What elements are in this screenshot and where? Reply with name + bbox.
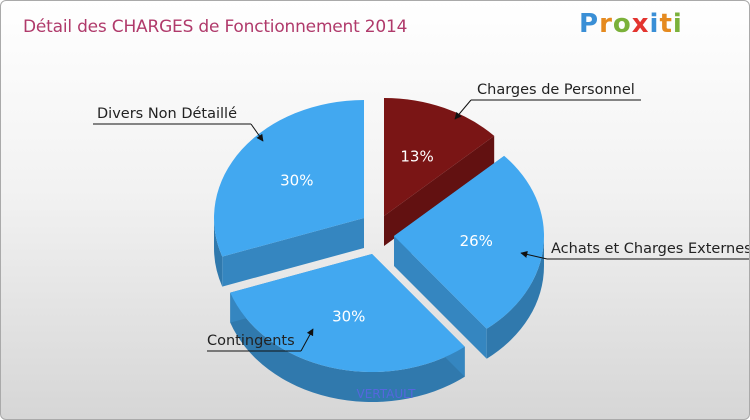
slice-achats-et-charges-externes[interactable] [394,155,544,329]
chart-title: Détail des CHARGES de Fonctionnement 201… [23,17,408,37]
proxiti-logo[interactable]: Proxiti [579,9,683,39]
slice-contingents[interactable] [230,254,465,372]
slice-category-label: Contingents [207,333,295,349]
slice-side [384,135,495,246]
slice-outer-wall [214,218,223,287]
slice-category-label: Divers Non Détaillé [97,106,237,122]
leader-arrow [454,99,472,120]
logo-letter: i [672,9,683,39]
logo-letter: P [579,9,600,39]
leader-arrow [250,123,264,142]
logo-letter: i [649,9,660,39]
slice-divers-non-d-taill-[interactable] [214,100,364,257]
slice-cut-wall [394,236,487,359]
logo-letter: x [631,9,650,39]
logo-letter: r [599,9,613,39]
slice-category-label: Achats et Charges Externes [551,241,750,257]
slice-cut-wall [222,218,364,287]
slice-percent-label: 26% [460,232,493,250]
slice-outer-wall [486,236,544,359]
leader-arrow [520,251,548,260]
logo-letter: t [659,9,673,39]
logo-letter: o [612,9,632,39]
slice-percent-label: 30% [280,171,313,189]
slice-percent-label: 30% [332,307,365,325]
slice-percent-label: 13% [400,148,433,166]
slice-charges-de-personnel[interactable] [384,98,495,216]
slice-side [214,218,364,287]
slice-outer-wall [230,292,465,402]
slice-cut-wall [384,135,495,246]
leader-arrow [300,328,314,352]
slice-category-label: Charges de Personnel [477,82,635,98]
commune-label: VERTAULT [356,387,416,401]
